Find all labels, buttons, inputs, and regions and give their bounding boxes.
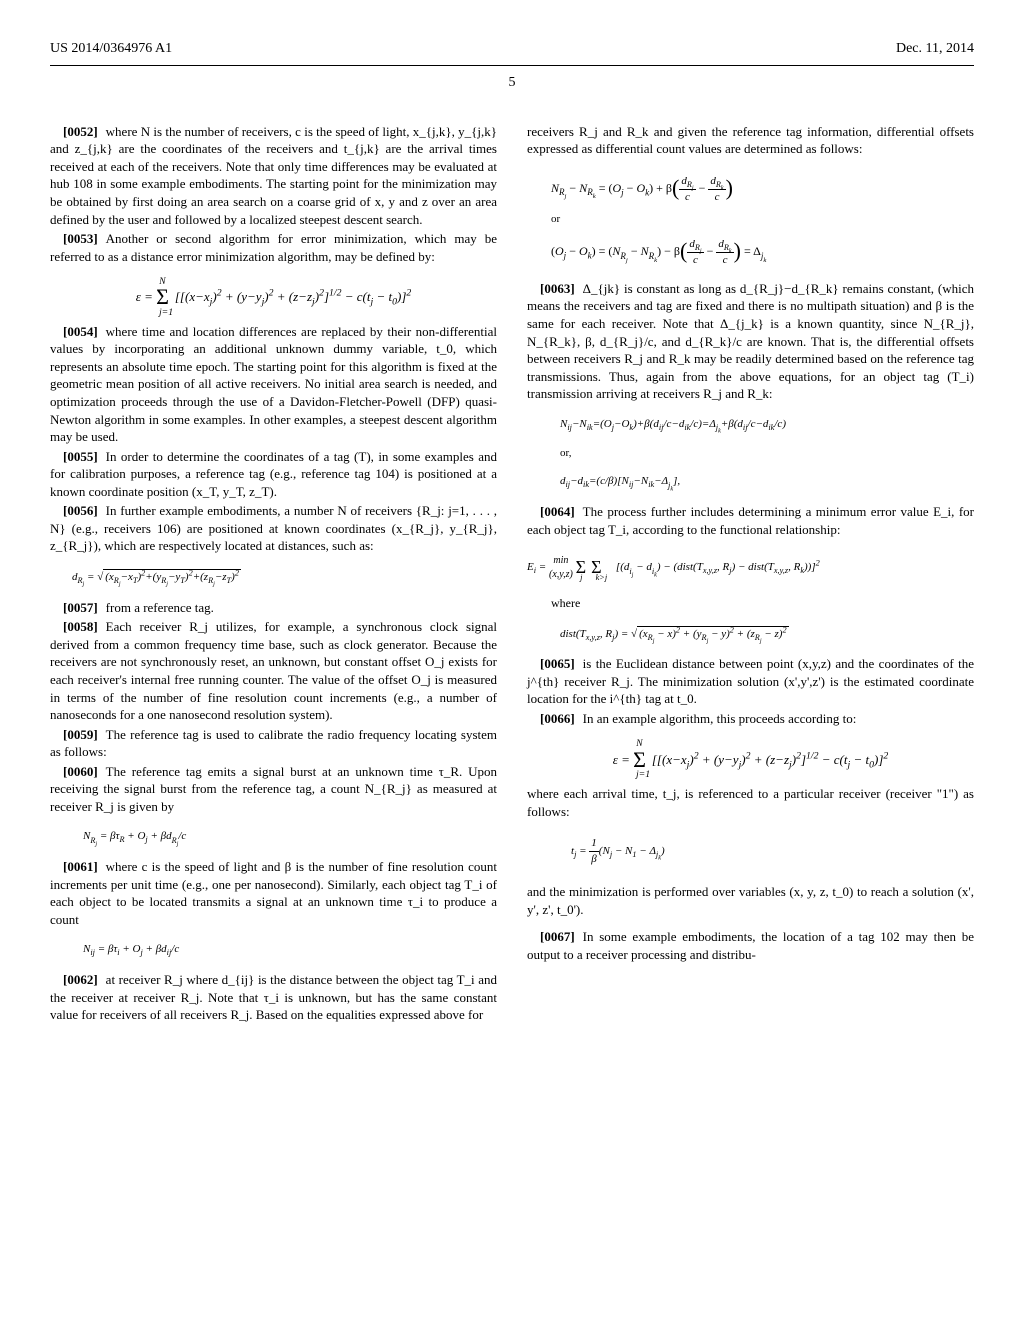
equation-1: ε = Σj=1N [[(x−xj)2 + (y−yj)2 + (z−zj)2]… [50,279,497,309]
para-number: [0066] [540,711,575,726]
two-column-layout: [0052]where N is the number of receivers… [50,123,974,1026]
equation-6a: Nij−Nik=(Oj−Ok)+β(dij/c−dik/c)=Δjk+β(dij… [527,417,974,432]
para-0064: [0064]The process further includes deter… [527,503,974,538]
right-intro: receivers R_j and R_k and given the refe… [527,123,974,158]
para-after-eq10: and the minimization is performed over v… [527,883,974,918]
para-number: [0059] [63,727,98,742]
para-0058: [0058]Each receiver R_j utilizes, for ex… [50,618,497,723]
para-0055: [0055]In order to determine the coordina… [50,448,497,501]
equation-4: Nij = βτi + Oj + βdij/c [50,942,497,957]
para-number: [0056] [63,503,98,518]
para-0057: [0057]from a reference tag. [50,599,497,617]
para-number: [0061] [63,859,98,874]
equation-10: tj = 1β(Nj − N1 − Δjk) [527,836,974,867]
para-number: [0054] [63,324,98,339]
para-number: [0062] [63,972,98,987]
para-0053: [0053]Another or second algorithm for er… [50,230,497,265]
page-header: US 2014/0364976 A1 Dec. 11, 2014 [50,40,974,59]
para-number: [0064] [540,504,575,519]
para-number: [0052] [63,124,98,139]
or-label-2: or, [527,446,974,461]
header-rule [50,65,974,66]
para-number: [0055] [63,449,98,464]
para-0063: [0063]Δ_{jk} is constant as long as d_{R… [527,280,974,403]
para-0054: [0054]where time and location difference… [50,323,497,446]
equation-2: dRj = √(xRj−xT)2+(yRj−yT)2+(zRj−zT)2 [50,569,497,585]
page-number: 5 [50,74,974,93]
para-number: [0060] [63,764,98,779]
para-0061: [0061]where c is the speed of light and … [50,858,497,928]
where-label: where [551,595,974,611]
equation-8: dist(Tx,y,z, Rj) = √(xRj − x)2 + (yRj − … [527,626,974,642]
right-column: receivers R_j and R_k and given the refe… [527,123,974,1026]
equation-5: NRj − NRk = (Oj − Ok) + β(dRjc − dRkc) o… [527,170,974,268]
left-column: [0052]where N is the number of receivers… [50,123,497,1026]
publication-date: Dec. 11, 2014 [896,40,974,59]
equation-3: NRj = βτR + Oj + βdRj/c [50,829,497,844]
equation-6b: dij−dik=(c/β)[Nij−Nik−Δjk], [527,474,974,489]
para-number: [0053] [63,231,98,246]
para-0065: [0065]is the Euclidean distance between … [527,655,974,708]
para-0066: [0066]In an example algorithm, this proc… [527,710,974,728]
para-number: [0058] [63,619,98,634]
para-0062: [0062]at receiver R_j where d_{ij} is th… [50,971,497,1024]
para-number: [0065] [540,656,575,671]
para-0059: [0059]The reference tag is used to calib… [50,726,497,761]
para-0056: [0056]In further example embodiments, a … [50,502,497,555]
para-number: [0063] [540,281,575,296]
para-number: [0057] [63,600,98,615]
equation-9: ε = Σj=1N [[(x−xj)2 + (y−yj)2 + (z−zj)2]… [527,742,974,772]
para-after-eq9: where each arrival time, t_j, is referen… [527,785,974,820]
equation-7: Ei = min(x,y,z) Σj Σk>j [(dij − dik) − (… [527,552,974,581]
para-number: [0067] [540,929,575,944]
para-0067: [0067]In some example embodiments, the l… [527,928,974,963]
publication-number: US 2014/0364976 A1 [50,40,172,59]
para-0052: [0052]where N is the number of receivers… [50,123,497,228]
para-0060: [0060]The reference tag emits a signal b… [50,763,497,816]
